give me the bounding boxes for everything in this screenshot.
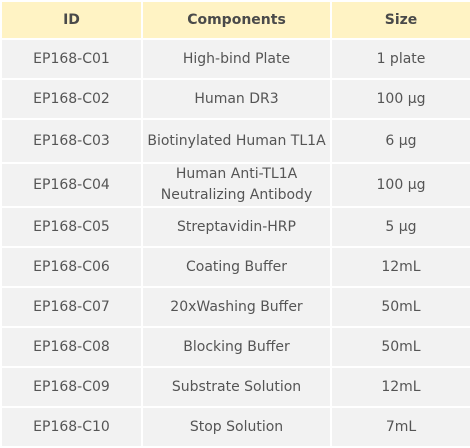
cell-size: 50mL xyxy=(332,328,470,366)
table-row: EP168-C03 Biotinylated Human TL1A 6 μg xyxy=(2,120,470,162)
cell-id: EP168-C01 xyxy=(2,40,141,78)
header-id: ID xyxy=(2,2,141,38)
cell-id: EP168-C02 xyxy=(2,80,141,118)
header-components: Components xyxy=(143,2,330,38)
cell-component: 20xWashing Buffer xyxy=(143,288,330,326)
cell-size: 12mL xyxy=(332,368,470,406)
table-row: EP168-C02 Human DR3 100 μg xyxy=(2,80,470,118)
cell-size: 7mL xyxy=(332,408,470,446)
cell-component: Human DR3 xyxy=(143,80,330,118)
table-row: EP168-C01 High-bind Plate 1 plate xyxy=(2,40,470,78)
cell-component: Coating Buffer xyxy=(143,248,330,286)
cell-size: 50mL xyxy=(332,288,470,326)
cell-component: High-bind Plate xyxy=(143,40,330,78)
cell-component: Blocking Buffer xyxy=(143,328,330,366)
header-size: Size xyxy=(332,2,470,38)
table-row: EP168-C04 Human Anti-TL1A Neutralizing A… xyxy=(2,164,470,206)
cell-component: Human Anti-TL1A Neutralizing Antibody xyxy=(143,164,330,206)
cell-id: EP168-C06 xyxy=(2,248,141,286)
table-row: EP168-C07 20xWashing Buffer 50mL xyxy=(2,288,470,326)
cell-component: Substrate Solution xyxy=(143,368,330,406)
table-header-row: ID Components Size xyxy=(2,2,470,38)
table-row: EP168-C10 Stop Solution 7mL xyxy=(2,408,470,446)
cell-size: 1 plate xyxy=(332,40,470,78)
cell-size: 100 μg xyxy=(332,80,470,118)
table-row: EP168-C05 Streptavidin-HRP 5 μg xyxy=(2,208,470,246)
cell-component: Biotinylated Human TL1A xyxy=(143,120,330,162)
cell-size: 5 μg xyxy=(332,208,470,246)
cell-size: 6 μg xyxy=(332,120,470,162)
cell-id: EP168-C10 xyxy=(2,408,141,446)
cell-size: 100 μg xyxy=(332,164,470,206)
cell-id: EP168-C09 xyxy=(2,368,141,406)
table-row: EP168-C09 Substrate Solution 12mL xyxy=(2,368,470,406)
table-row: EP168-C06 Coating Buffer 12mL xyxy=(2,248,470,286)
cell-size: 12mL xyxy=(332,248,470,286)
cell-component: Stop Solution xyxy=(143,408,330,446)
cell-id: EP168-C07 xyxy=(2,288,141,326)
cell-id: EP168-C04 xyxy=(2,164,141,206)
cell-component: Streptavidin-HRP xyxy=(143,208,330,246)
cell-id: EP168-C05 xyxy=(2,208,141,246)
cell-id: EP168-C03 xyxy=(2,120,141,162)
cell-id: EP168-C08 xyxy=(2,328,141,366)
table-row: EP168-C08 Blocking Buffer 50mL xyxy=(2,328,470,366)
